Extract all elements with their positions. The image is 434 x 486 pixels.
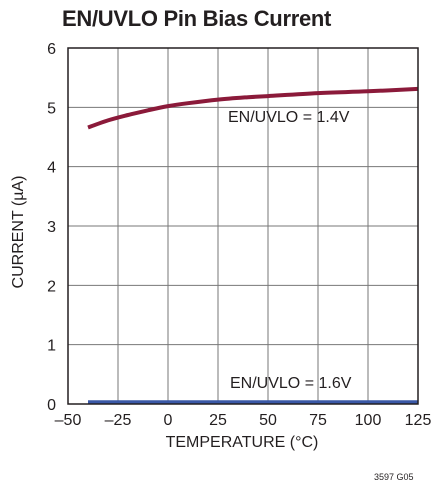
plot-frame: [67, 47, 419, 405]
x-tick-label: 125: [405, 412, 432, 429]
chart-title: EN/UVLO Pin Bias Current: [62, 6, 332, 31]
x-tick-label: 25: [209, 412, 227, 429]
y-tick-label: 2: [47, 278, 56, 295]
x-tick-label: 100: [355, 412, 382, 429]
x-tick-label: 75: [309, 412, 327, 429]
annotations: EN/UVLO = 1.4V EN/UVLO = 1.6V: [228, 109, 352, 392]
x-tick-label: 0: [164, 412, 173, 429]
annotation-en-uvlo-1-4v: EN/UVLO = 1.4V: [228, 109, 350, 126]
series-lines: [87, 86, 419, 405]
y-axis-label: CURRENT (µA): [10, 176, 27, 289]
y-tick-label: 4: [47, 160, 56, 177]
y-tick-label: 5: [47, 100, 56, 117]
y-tick-label: 6: [47, 41, 56, 58]
y-tick-label: 0: [47, 397, 56, 414]
x-axis-label: TEMPERATURE (°C): [166, 434, 319, 451]
x-tick-labels: –50 –25 0 25 50 75 100 125: [55, 412, 432, 429]
series-line-en-uvlo-1-4v: [87, 86, 419, 130]
figure-code: 3597 G05: [374, 472, 414, 482]
y-tick-labels: 0 1 2 3 4 5 6: [47, 41, 56, 414]
annotation-en-uvlo-1-6v: EN/UVLO = 1.6V: [230, 375, 352, 392]
y-tick-label: 3: [47, 219, 56, 236]
x-tick-label: –25: [105, 412, 132, 429]
plot-border: [67, 47, 419, 405]
grid-lines: [67, 47, 419, 405]
x-tick-label: 50: [259, 412, 277, 429]
x-tick-label: –50: [55, 412, 82, 429]
y-tick-label: 1: [47, 338, 56, 355]
